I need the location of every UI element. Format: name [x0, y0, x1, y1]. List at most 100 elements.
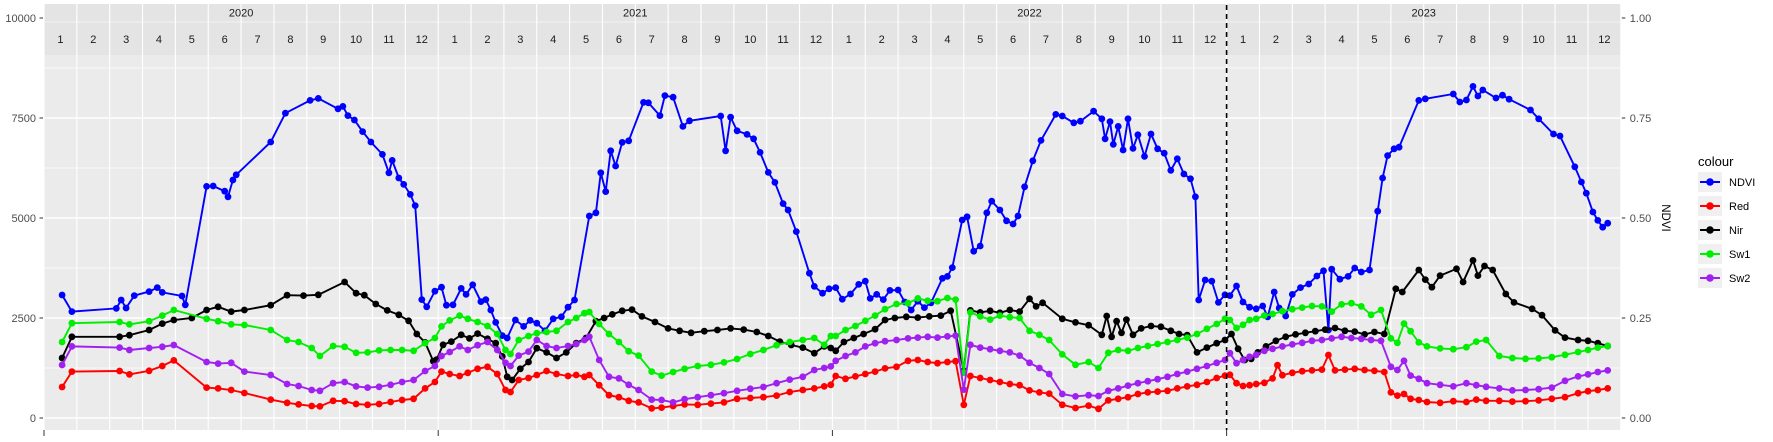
data-point [861, 277, 869, 285]
data-point [694, 393, 702, 401]
data-point [1058, 401, 1066, 409]
data-point [648, 396, 656, 403]
series-Sw1 [58, 294, 1612, 379]
data-point [658, 372, 665, 379]
year-strip-cell [1555, 4, 1588, 21]
data-point [967, 372, 974, 380]
data-point [283, 291, 291, 299]
data-point [339, 103, 347, 110]
data-point [1548, 395, 1556, 403]
data-point [784, 206, 792, 214]
data-point [439, 341, 447, 349]
data-point [871, 339, 879, 347]
data-point [526, 317, 534, 324]
month-strip-label: 3 [123, 34, 129, 46]
data-point [1029, 157, 1037, 165]
data-point [364, 384, 371, 391]
data-point [1193, 365, 1201, 373]
data-point [359, 128, 366, 136]
data-point [464, 346, 472, 354]
data-point [986, 345, 994, 353]
data-point [1384, 152, 1391, 160]
data-point [904, 299, 912, 307]
month-strip-label: 7 [254, 34, 260, 46]
data-point [1147, 130, 1155, 138]
month-strip-label: 4 [1339, 34, 1345, 46]
data-point [1449, 397, 1457, 405]
data-point [145, 367, 153, 375]
data-point [1119, 146, 1127, 154]
data-point [431, 362, 439, 370]
data-point [733, 387, 741, 395]
data-point [1261, 379, 1268, 387]
year-strip-cell [1588, 4, 1621, 21]
data-point [469, 281, 477, 289]
data-point [904, 335, 912, 342]
data-point [1436, 381, 1444, 389]
data-point [203, 183, 211, 190]
month-strip-cell [603, 23, 635, 55]
data-point [827, 332, 835, 340]
data-point [1045, 390, 1053, 397]
data-point [1006, 306, 1014, 314]
data-point [188, 314, 196, 322]
data-point [203, 315, 211, 323]
data-point [267, 326, 275, 334]
data-point [1037, 137, 1045, 144]
data-point [400, 181, 408, 188]
month-strip-label: 11 [383, 34, 394, 46]
data-point [410, 395, 417, 403]
data-point [1167, 167, 1175, 174]
month-strip-label: 4 [550, 34, 556, 46]
data-point [871, 325, 879, 333]
data-point [934, 334, 941, 341]
data-point [592, 209, 600, 217]
data-point [170, 357, 178, 364]
data-point [924, 333, 932, 341]
data-point [960, 386, 968, 393]
data-point [395, 174, 403, 182]
data-point [1398, 288, 1406, 296]
data-point [553, 370, 560, 378]
data-point [68, 333, 76, 341]
data-point [585, 371, 593, 379]
data-point [952, 357, 959, 365]
data-point [558, 313, 565, 321]
data-point [1528, 305, 1536, 313]
month-strip-cell [1457, 23, 1489, 55]
data-point [661, 92, 669, 99]
data-point [492, 339, 500, 347]
data-point [1472, 381, 1480, 389]
data-point [1379, 174, 1386, 182]
month-strip-cell [1293, 23, 1325, 55]
data-point [145, 317, 153, 325]
data-point [944, 358, 951, 366]
data-point [847, 290, 854, 298]
data-point [572, 314, 580, 322]
data-point [1288, 305, 1296, 313]
month-strip-cell [241, 23, 274, 55]
data-point [1106, 118, 1114, 125]
data-point [525, 374, 532, 382]
data-point [533, 344, 541, 352]
data-point [1246, 381, 1253, 389]
data-point [267, 301, 275, 309]
data-point [533, 371, 541, 379]
data-point [1527, 106, 1534, 114]
data-point [329, 379, 337, 387]
data-point [214, 303, 222, 311]
data-point [944, 294, 951, 302]
month-strip-label: 9 [320, 34, 326, 46]
data-point [232, 171, 240, 179]
data-point [308, 386, 316, 394]
data-point [1123, 316, 1130, 323]
data-point [1594, 344, 1602, 351]
data-point [669, 399, 677, 406]
month-strip-label: 7 [649, 34, 655, 46]
data-point [533, 329, 541, 337]
data-point [1114, 123, 1122, 130]
year-strip-cell [570, 4, 602, 21]
year-strip-cell [176, 4, 208, 21]
data-point [1215, 299, 1222, 306]
